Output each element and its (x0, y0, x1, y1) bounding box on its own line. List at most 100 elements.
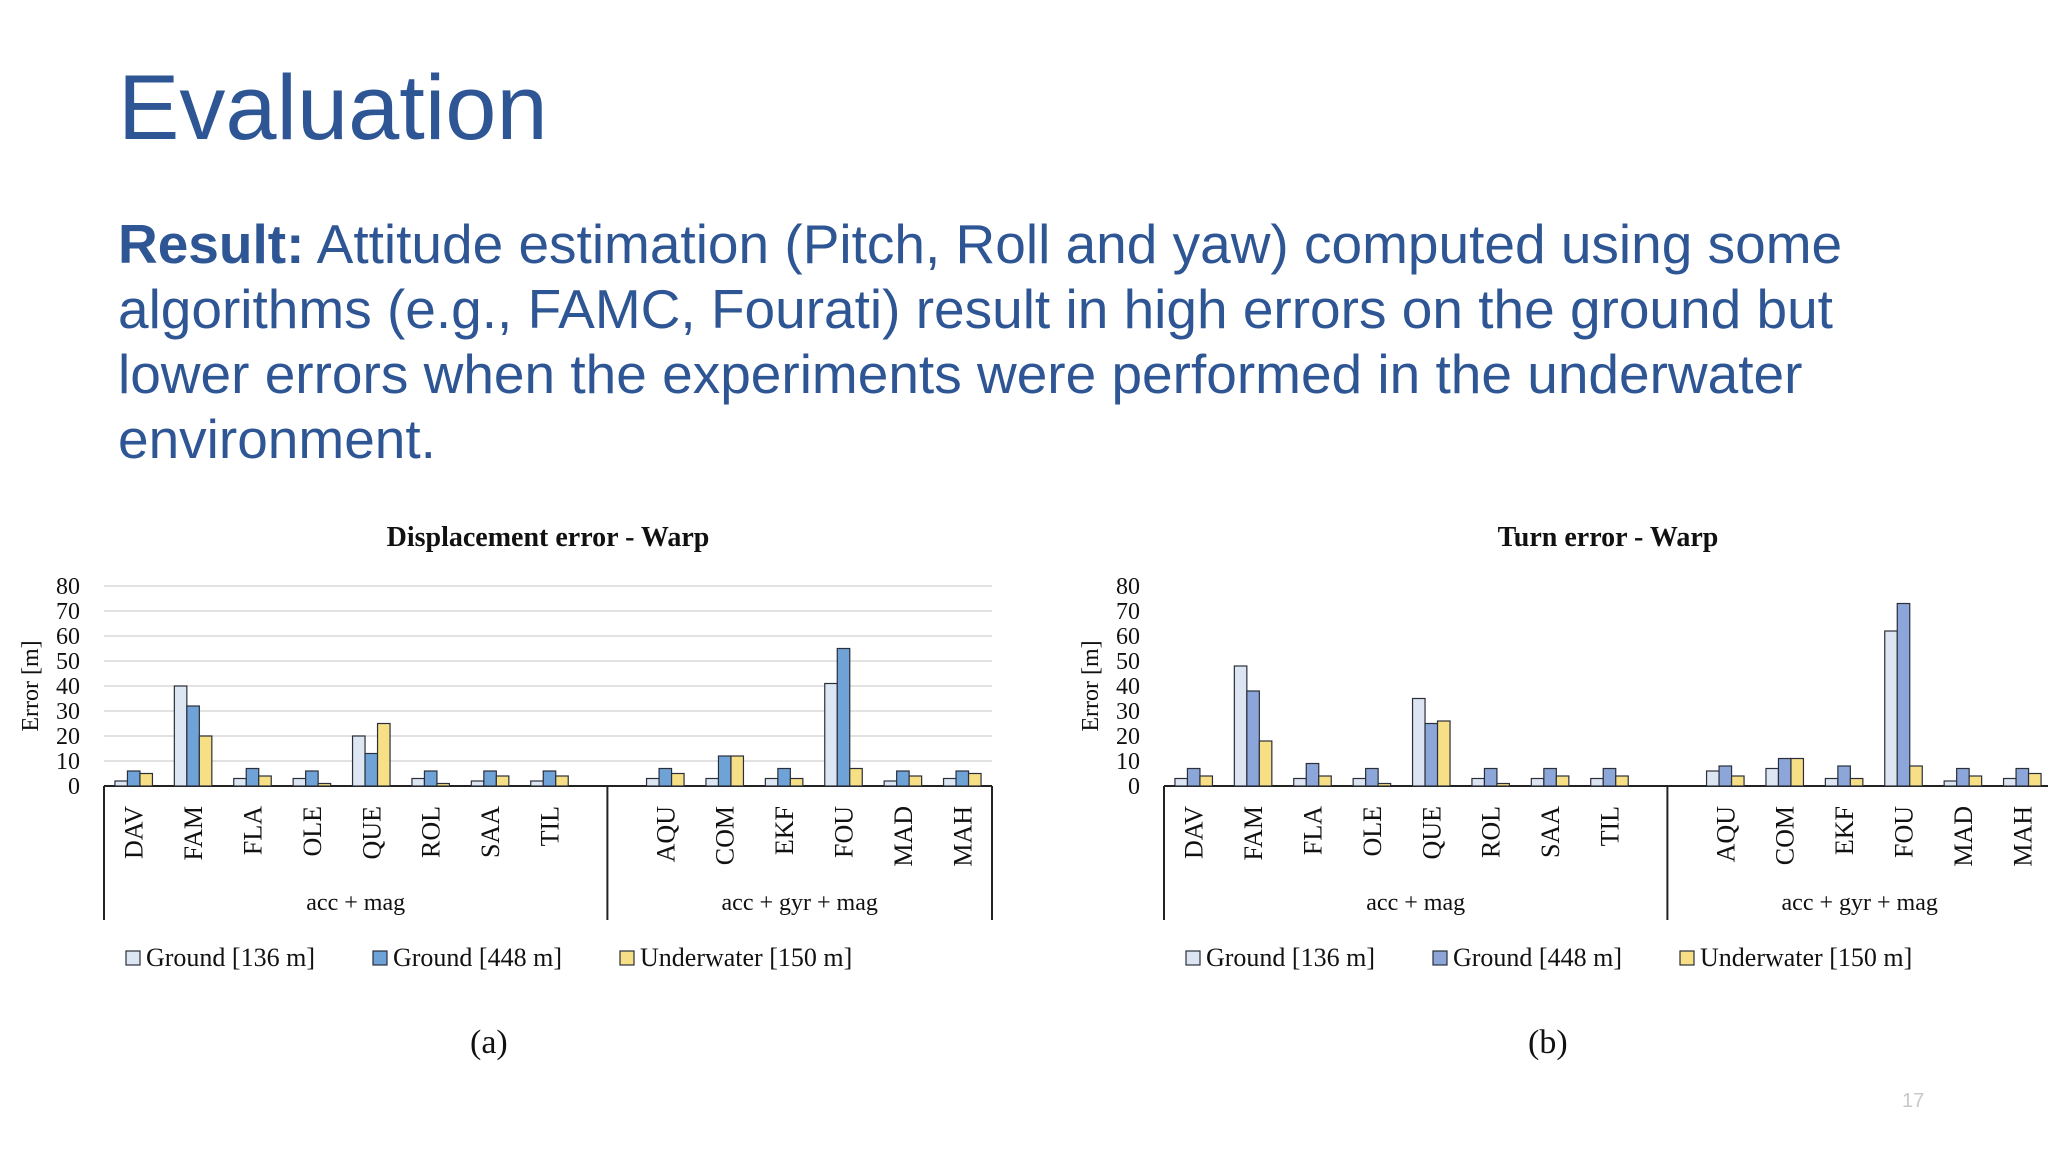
category-label: OLE (298, 806, 327, 857)
chart-title: Turn error - Warp (1498, 522, 1719, 553)
y-tick-label: 10 (56, 749, 80, 775)
bar (1590, 777, 1604, 787)
category-label: TIL (1595, 806, 1624, 846)
bar (436, 782, 451, 787)
category-label: MAH (948, 806, 977, 867)
bar (2002, 777, 2017, 787)
category-label: QUE (1417, 806, 1446, 859)
result-text: Attitude estimation (Pitch, Roll and yaw… (118, 213, 1843, 470)
y-tick-label: 70 (1116, 599, 1140, 625)
bar (824, 682, 838, 787)
y-axis-label: Error [m] (18, 640, 44, 731)
bar (1543, 767, 1557, 787)
bar (942, 777, 957, 787)
bar (186, 705, 200, 787)
bar (1186, 767, 1201, 787)
category-label: FAM (1239, 806, 1268, 860)
bar (1471, 777, 1486, 787)
bar (317, 782, 332, 787)
bar (730, 755, 745, 787)
bar (376, 722, 391, 787)
category-label: QUE (357, 806, 386, 859)
legend-swatch (1185, 950, 1201, 966)
bar (1530, 777, 1545, 787)
y-axis-label: Error [m] (1078, 640, 1104, 731)
category-label: ROL (1477, 806, 1506, 858)
bar (1718, 765, 1733, 787)
bar (645, 777, 660, 787)
category-label: EKF (1830, 806, 1859, 855)
legend-label: Underwater [150 m] (1700, 943, 1912, 972)
bar (114, 780, 129, 787)
bar (470, 780, 485, 787)
slide-title: Evaluation (118, 57, 548, 159)
bar (292, 777, 307, 787)
category-label: FOU (830, 806, 859, 858)
bar (849, 767, 863, 787)
bar (1896, 602, 1911, 787)
category-label: SAA (476, 806, 505, 858)
y-tick-label: 80 (56, 574, 80, 600)
y-tick-label: 20 (1116, 724, 1140, 750)
bar (1199, 775, 1214, 787)
bar (1293, 777, 1307, 787)
legend-label: Underwater [150 m] (640, 943, 852, 972)
bar (1943, 780, 1958, 787)
bar (1705, 770, 1720, 787)
bar (1956, 767, 1970, 787)
bar (1424, 722, 1439, 787)
bar (1777, 757, 1792, 787)
category-label: MAD (1949, 806, 1978, 867)
bar (777, 767, 791, 787)
bar (198, 735, 213, 787)
category-label: FLA (1298, 806, 1327, 855)
legend-swatch (619, 950, 635, 966)
group-label: acc + mag (1366, 890, 1465, 916)
chart-title: Displacement error - Warp (387, 522, 710, 553)
bar (1730, 775, 1745, 787)
category-label: TIL (535, 806, 564, 846)
category-label: FOU (1890, 806, 1919, 858)
bar (305, 770, 319, 787)
bar (1496, 782, 1511, 787)
bar (233, 777, 247, 787)
y-tick-label: 30 (56, 699, 80, 725)
group-label: acc + gyr + mag (722, 890, 878, 916)
y-tick-label: 10 (1116, 749, 1140, 775)
bar (764, 777, 779, 787)
y-tick-label: 60 (56, 624, 80, 650)
bar (1411, 697, 1426, 787)
category-label: FAM (179, 806, 208, 860)
bar (411, 777, 426, 787)
bar (717, 755, 732, 787)
y-tick-label: 40 (1116, 674, 1140, 700)
bar (1790, 757, 1805, 787)
bar (1352, 777, 1367, 787)
bar (1849, 777, 1864, 787)
bar (1615, 775, 1629, 787)
bar (364, 752, 379, 787)
bar (836, 647, 851, 787)
bar (245, 767, 260, 787)
legend-label: Ground [136 m] (1206, 943, 1375, 972)
bar (1765, 767, 1780, 787)
page-number: 17 (1902, 1090, 1925, 1112)
category-label: AQU (651, 806, 680, 863)
category-label: MAH (2008, 806, 2037, 867)
group-label: acc + gyr + mag (1782, 890, 1938, 916)
bar (1258, 740, 1273, 787)
result-paragraph: Result: Attitude estimation (Pitch, Roll… (118, 212, 1948, 472)
category-label: MAD (889, 806, 918, 867)
legend-label: Ground [448 m] (393, 943, 562, 972)
bar (1968, 775, 1983, 787)
bar (670, 772, 685, 787)
bar (2027, 772, 2042, 787)
bar (483, 770, 497, 787)
y-tick-label: 30 (1116, 699, 1140, 725)
bar (530, 780, 544, 787)
caption-b: (b) (1528, 1024, 1568, 1061)
bar (1377, 782, 1392, 787)
category-label: AQU (1711, 806, 1740, 863)
legend-label: Ground [136 m] (146, 943, 315, 972)
y-tick-label: 50 (56, 649, 80, 675)
